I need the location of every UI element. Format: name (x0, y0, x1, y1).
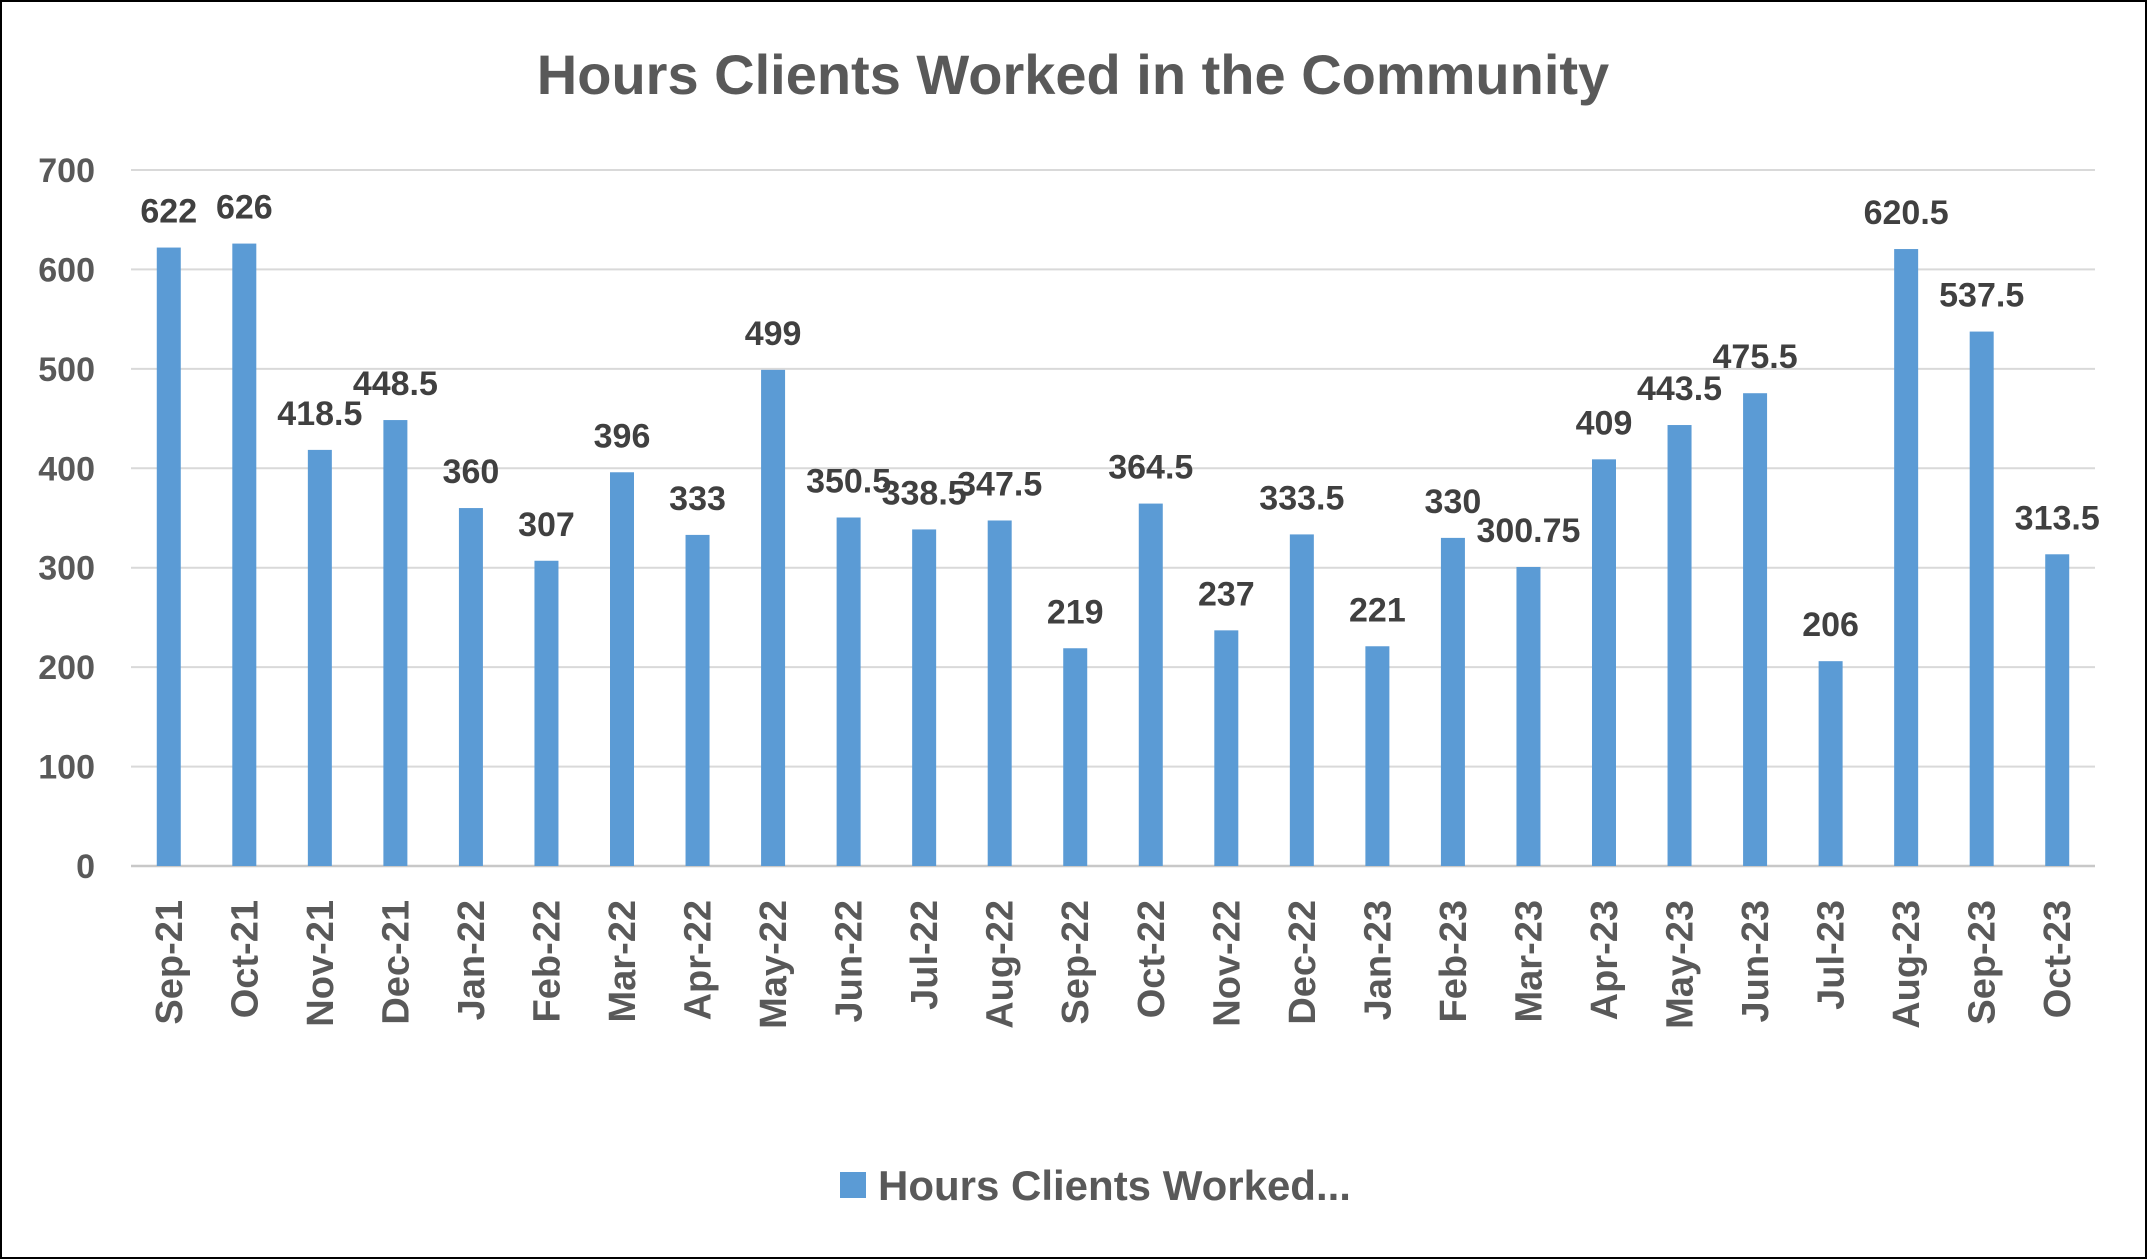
x-tick-label: Aug-23 (1886, 900, 1928, 1029)
bar (1516, 566, 1541, 866)
data-label: 443.5 (1637, 370, 1722, 408)
data-label: 499 (745, 315, 802, 353)
bar (610, 472, 634, 866)
y-tick-label: 0 (76, 848, 95, 886)
data-label: 221 (1349, 591, 1406, 629)
bar (383, 420, 408, 866)
data-label: 364.5 (1108, 449, 1193, 487)
gridlines (131, 169, 2095, 868)
x-tick-label: Jul-23 (1811, 900, 1853, 1010)
x-tick-label: Dec-22 (1282, 900, 1324, 1025)
data-label: 350.5 (806, 463, 891, 501)
x-tick-label: Jun-22 (829, 900, 871, 1022)
bar (307, 449, 332, 866)
x-tick-label: Feb-23 (1433, 900, 1475, 1022)
bar (1063, 648, 1088, 866)
bar (1667, 425, 1692, 866)
bar (458, 508, 483, 866)
x-tick-label: Jun-23 (1735, 900, 1777, 1022)
data-label: 313.5 (2015, 499, 2100, 537)
data-label: 333 (669, 480, 726, 518)
x-axis-ticks: Sep-21 Oct-21 Nov-21 Dec-21 Jan-22 Feb-22 Mar-… (149, 900, 2079, 1029)
legend-swatch (840, 1172, 866, 1198)
legend: Hours Clients Worked... (840, 1162, 1351, 1209)
y-tick-label: 300 (38, 550, 95, 588)
bar (1818, 661, 1843, 866)
bar (1969, 331, 1994, 867)
x-tick-label: Jan-22 (451, 900, 493, 1020)
y-tick-label: 600 (38, 251, 95, 289)
legend-label: Hours Clients Worked... (878, 1162, 1351, 1209)
bar (912, 529, 937, 866)
data-label: 620.5 (1864, 194, 1949, 232)
x-tick-label: Dec-21 (375, 900, 417, 1025)
data-label: 418.5 (277, 395, 362, 433)
data-label: 537.5 (1939, 277, 2024, 315)
data-label: 237 (1198, 575, 1255, 613)
bar (1289, 534, 1314, 866)
y-tick-label: 200 (38, 649, 95, 687)
bar (1592, 459, 1616, 866)
x-tick-label: Jan-23 (1357, 900, 1399, 1020)
x-tick-label: Apr-22 (678, 900, 720, 1020)
bar (2045, 554, 2070, 866)
bar (1365, 646, 1390, 866)
x-tick-label: May-22 (753, 900, 795, 1029)
x-tick-label: May-23 (1660, 900, 1702, 1029)
x-tick-label: Nov-21 (300, 900, 342, 1027)
x-tick-label: Nov-22 (1206, 900, 1248, 1027)
x-tick-label: Oct-21 (224, 900, 266, 1018)
x-tick-label: Sep-23 (1962, 900, 2004, 1025)
data-label: 622 (140, 193, 197, 231)
data-label: 330 (1425, 483, 1482, 521)
x-tick-label: Sep-22 (1055, 900, 1097, 1025)
bar (534, 560, 559, 866)
data-label: 300.75 (1476, 512, 1580, 550)
data-label: 396 (594, 417, 651, 455)
y-tick-label: 700 (38, 152, 95, 190)
x-tick-label: Sep-21 (149, 900, 191, 1025)
x-tick-label: Feb-22 (526, 900, 568, 1022)
bar (1894, 249, 1919, 866)
x-tick-label: Oct-23 (2037, 900, 2079, 1018)
bars (156, 243, 2070, 867)
bar (1743, 393, 1768, 866)
data-label: 338.5 (882, 474, 967, 512)
y-tick-label: 100 (38, 749, 95, 787)
y-tick-label: 400 (38, 450, 95, 488)
data-label: 626 (216, 189, 273, 227)
data-label: 347.5 (957, 465, 1042, 503)
bar (761, 369, 786, 866)
data-label: 475.5 (1713, 338, 1798, 376)
data-label: 409 (1576, 404, 1633, 442)
x-tick-label: Jul-22 (904, 900, 946, 1010)
bar (1138, 503, 1163, 866)
bar (685, 534, 710, 866)
x-tick-label: Aug-22 (980, 900, 1022, 1029)
data-label: 307 (518, 506, 575, 544)
bar (836, 517, 861, 866)
data-label: 333.5 (1259, 479, 1344, 517)
bar (1440, 537, 1465, 866)
data-label: 448.5 (353, 365, 438, 403)
bar (1214, 630, 1239, 866)
x-tick-label: Apr-23 (1584, 900, 1626, 1020)
data-label: 206 (1802, 606, 1859, 644)
data-label: 219 (1047, 593, 1104, 631)
x-tick-label: Mar-22 (602, 900, 644, 1023)
x-tick-label: Mar-23 (1508, 900, 1550, 1023)
y-tick-label: 500 (38, 351, 95, 389)
y-axis-ticks: 0 100 200 300 400 500 600 700 (38, 152, 95, 886)
x-tick-label: Oct-22 (1131, 900, 1173, 1018)
bar (232, 243, 257, 866)
bar (156, 247, 181, 866)
bar (987, 520, 1012, 866)
data-label: 360 (443, 453, 500, 491)
chart-title: Hours Clients Worked in the Community (537, 43, 1609, 106)
